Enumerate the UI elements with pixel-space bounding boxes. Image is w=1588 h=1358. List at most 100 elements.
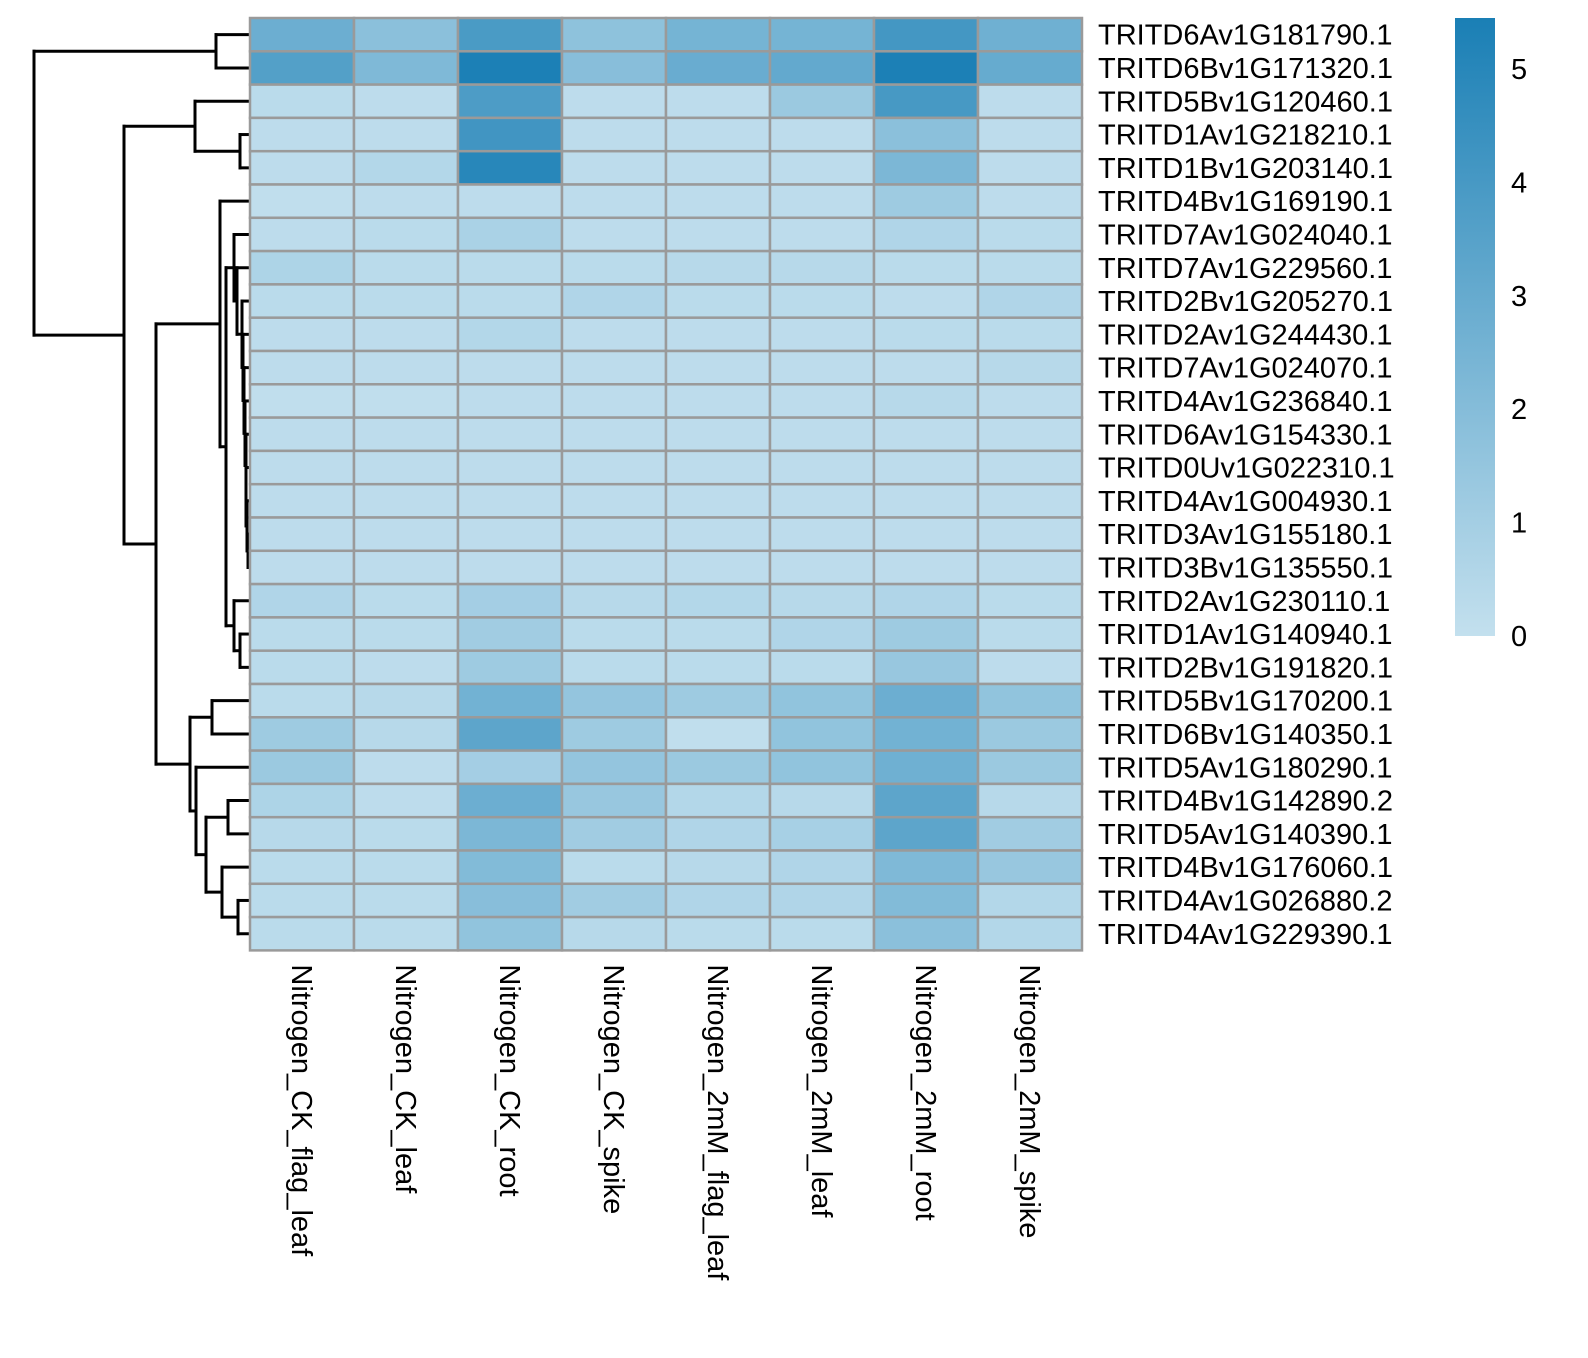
heatmap-cell	[560, 516, 668, 553]
heatmap-cell	[664, 183, 772, 220]
heatmap-cell	[352, 915, 460, 952]
heatmap-cell	[976, 882, 1084, 919]
heatmap-cell	[352, 582, 460, 619]
heatmap-cell	[768, 449, 876, 486]
heatmap-cell	[248, 516, 356, 553]
heatmap-cell	[248, 249, 356, 286]
heatmap-cell	[456, 749, 564, 786]
heatmap-cell	[768, 416, 876, 453]
colorbar-tick-label: 5	[1511, 54, 1527, 86]
heatmap-cell	[456, 316, 564, 353]
heatmap-cell	[560, 349, 668, 386]
heatmap-cell	[456, 249, 564, 286]
heatmap-cell	[872, 383, 980, 419]
heatmap-cell	[872, 16, 980, 53]
heatmap-cell	[872, 682, 980, 719]
heatmap-cell	[664, 649, 772, 686]
heatmap-cell	[664, 449, 772, 486]
row-label: TRITD4Av1G229390.1	[1098, 919, 1392, 951]
heatmap-cell	[352, 482, 460, 519]
heatmap-cell	[872, 416, 980, 453]
heatmap-cell	[456, 16, 564, 53]
row-label: TRITD4Bv1G176060.1	[1098, 852, 1393, 884]
heatmap-cell	[976, 749, 1084, 786]
heatmap-cell	[456, 83, 564, 120]
heatmap-cell	[560, 416, 668, 453]
heatmap-cell	[456, 183, 564, 220]
heatmap-cell	[248, 216, 356, 253]
colorbar-tick-label: 3	[1511, 281, 1527, 313]
heatmap-cell	[560, 216, 668, 253]
row-label: TRITD5Bv1G120460.1	[1098, 86, 1393, 118]
heatmap-cell	[664, 582, 772, 619]
row-label: TRITD7Av1G024040.1	[1098, 219, 1392, 251]
heatmap-cell	[872, 616, 980, 652]
heatmap-cell	[976, 183, 1084, 220]
row-label: TRITD2Av1G244430.1	[1098, 319, 1392, 351]
heatmap-cell	[352, 549, 460, 586]
heatmap-cell	[248, 582, 356, 619]
heatmap-cell	[560, 449, 668, 486]
heatmap-cell	[352, 749, 460, 786]
heatmap-cell	[872, 216, 980, 253]
row-label: TRITD2Av1G230110.1	[1098, 586, 1390, 618]
column-label: Nitrogen_CK_flag_leaf	[285, 964, 317, 1257]
heatmap-cell	[872, 882, 980, 919]
heatmap-cell	[664, 549, 772, 586]
row-label: TRITD6Bv1G171320.1	[1098, 53, 1393, 85]
heatmap-cell	[352, 183, 460, 220]
row-label: TRITD6Bv1G140350.1	[1098, 719, 1393, 751]
heatmap-cell	[976, 416, 1084, 453]
heatmap-cell	[976, 482, 1084, 519]
heatmap-cell	[976, 815, 1084, 852]
heatmap-cell	[248, 50, 356, 86]
row-label: TRITD2Bv1G205270.1	[1098, 286, 1393, 318]
heatmap-cell	[248, 716, 356, 752]
heatmap-cell	[768, 50, 876, 86]
heatmap-cell	[976, 383, 1084, 419]
heatmap-cell	[352, 649, 460, 686]
row-labels: TRITD6Av1G181790.1TRITD6Bv1G171320.1TRIT…	[1098, 20, 1395, 951]
column-label: Nitrogen_2mM_root	[909, 964, 941, 1220]
heatmap-cell	[456, 716, 564, 752]
heatmap-cell	[872, 449, 980, 486]
heatmap-cell	[352, 682, 460, 719]
heatmap-cell	[456, 216, 564, 253]
heatmap-cell	[560, 183, 668, 220]
heatmap-cell	[352, 383, 460, 419]
heatmap-cell	[664, 283, 772, 319]
heatmap-cell	[872, 915, 980, 952]
heatmap-cell	[872, 516, 980, 553]
row-label: TRITD2Bv1G191820.1	[1098, 652, 1393, 684]
heatmap-cell	[560, 716, 668, 752]
heatmap-cell	[664, 849, 772, 886]
heatmap-cell	[248, 682, 356, 719]
heatmap-cell	[976, 682, 1084, 719]
heatmap-cell	[872, 50, 980, 86]
heatmap-cell	[560, 849, 668, 886]
heatmap-cell	[976, 116, 1084, 153]
heatmap-cell	[768, 682, 876, 719]
heatmap-cell	[456, 349, 564, 386]
row-label: TRITD4Av1G026880.2	[1098, 885, 1392, 917]
column-label: Nitrogen_CK_spike	[597, 964, 629, 1214]
heatmap-cell	[768, 882, 876, 919]
heatmap-cell	[560, 149, 668, 186]
heatmap-cell	[872, 349, 980, 386]
heatmap-cell	[768, 116, 876, 153]
row-label: TRITD5Av1G180290.1	[1098, 752, 1392, 784]
heatmap-cell	[872, 649, 980, 686]
heatmap-cells	[248, 16, 1084, 952]
column-label: Nitrogen_2mM_spike	[1013, 964, 1045, 1238]
column-labels: Nitrogen_CK_flag_leaf Nitrogen_CK_leaf Nit…	[285, 964, 1045, 1281]
heatmap-cell	[560, 616, 668, 652]
row-label: TRITD6Av1G154330.1	[1098, 419, 1392, 451]
row-label: TRITD7Av1G229560.1	[1098, 253, 1392, 285]
heatmap-cell	[456, 516, 564, 553]
row-label: TRITD4Av1G236840.1	[1098, 386, 1392, 418]
heatmap-cell	[560, 782, 668, 819]
heatmap-cell	[664, 749, 772, 786]
heatmap-cell	[352, 316, 460, 353]
heatmap-cell	[560, 549, 668, 586]
heatmap-cell	[976, 616, 1084, 652]
